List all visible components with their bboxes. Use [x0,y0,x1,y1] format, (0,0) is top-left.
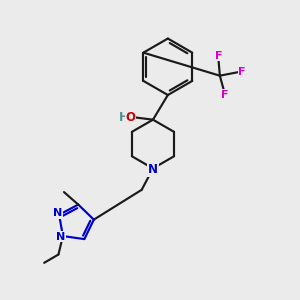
Text: N: N [56,232,65,242]
Text: N: N [53,208,62,218]
Text: F: F [221,90,229,100]
Text: F: F [214,51,222,61]
Text: O: O [125,111,135,124]
Text: N: N [148,164,158,176]
Text: F: F [238,67,246,77]
Text: H: H [119,111,129,124]
